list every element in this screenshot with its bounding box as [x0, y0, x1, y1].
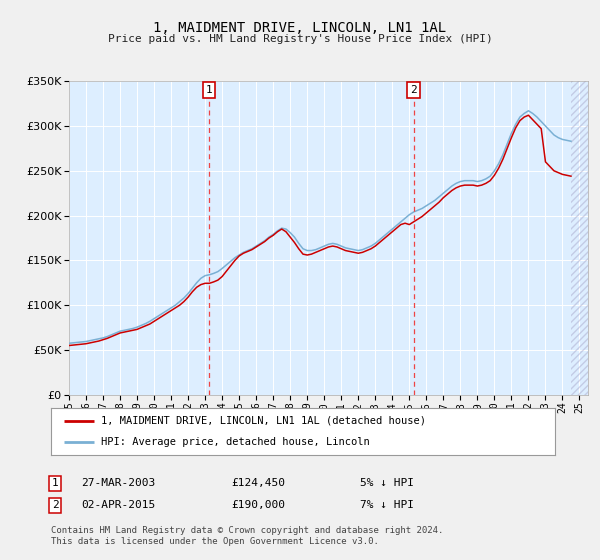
- Text: HPI: Average price, detached house, Lincoln: HPI: Average price, detached house, Linc…: [101, 437, 370, 447]
- Text: £124,450: £124,450: [231, 478, 285, 488]
- Text: 02-APR-2015: 02-APR-2015: [81, 500, 155, 510]
- Text: 27-MAR-2003: 27-MAR-2003: [81, 478, 155, 488]
- Text: 1: 1: [52, 478, 59, 488]
- Text: Price paid vs. HM Land Registry's House Price Index (HPI): Price paid vs. HM Land Registry's House …: [107, 34, 493, 44]
- Text: 1, MAIDMENT DRIVE, LINCOLN, LN1 1AL: 1, MAIDMENT DRIVE, LINCOLN, LN1 1AL: [154, 21, 446, 35]
- Text: 5% ↓ HPI: 5% ↓ HPI: [360, 478, 414, 488]
- Text: 1: 1: [206, 85, 212, 95]
- Text: 1, MAIDMENT DRIVE, LINCOLN, LN1 1AL (detached house): 1, MAIDMENT DRIVE, LINCOLN, LN1 1AL (det…: [101, 416, 427, 426]
- Bar: [571, 81, 588, 395]
- Text: 2: 2: [52, 500, 59, 510]
- Text: 2: 2: [410, 85, 417, 95]
- Text: £190,000: £190,000: [231, 500, 285, 510]
- Text: Contains HM Land Registry data © Crown copyright and database right 2024.
This d: Contains HM Land Registry data © Crown c…: [51, 526, 443, 546]
- Text: 7% ↓ HPI: 7% ↓ HPI: [360, 500, 414, 510]
